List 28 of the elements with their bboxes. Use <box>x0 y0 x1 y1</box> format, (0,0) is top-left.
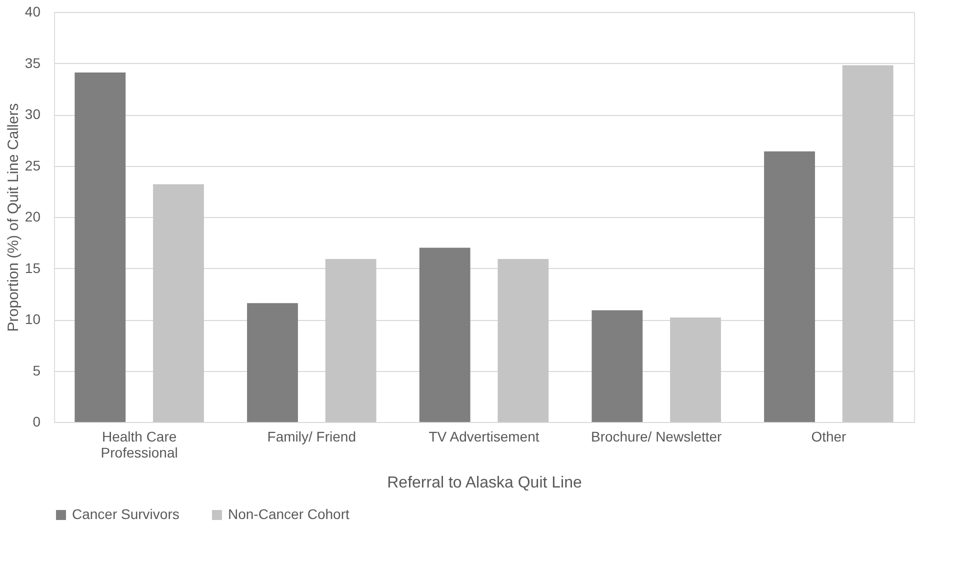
x-tick-label: Health Care Professional <box>100 428 178 460</box>
bar <box>498 259 549 422</box>
bar <box>153 184 204 422</box>
y-tick-label: 30 <box>24 106 41 122</box>
bar <box>325 259 376 422</box>
bar <box>247 303 298 422</box>
bar <box>592 310 643 422</box>
y-axis-title: Proportion (%) of Quit Line Callers <box>4 103 22 332</box>
bar <box>419 248 470 422</box>
x-tick-label: Family/ Friend <box>267 428 356 444</box>
y-tick-label: 40 <box>24 4 41 20</box>
bar <box>842 65 894 422</box>
y-tick-label: 20 <box>24 208 41 224</box>
x-tick-label: Other <box>811 428 847 444</box>
legend-label: Cancer Survivors <box>72 506 180 522</box>
bar <box>74 72 126 422</box>
y-tick-label: 25 <box>24 157 41 174</box>
bar <box>670 317 721 422</box>
y-tick-label: 5 <box>32 362 41 378</box>
x-axis-title: Referral to Alaska Quit Line <box>387 474 582 492</box>
legend-label: Non-Cancer Cohort <box>228 506 350 522</box>
x-tick-label: Brochure/ Newsletter <box>590 428 722 444</box>
y-tick-label: 10 <box>24 311 41 327</box>
y-tick-label: 15 <box>24 260 41 276</box>
bar <box>764 151 815 422</box>
y-tick-label: 0 <box>32 414 41 430</box>
y-tick-label: 35 <box>24 54 41 71</box>
x-tick-label: TV Advertisement <box>428 428 540 444</box>
